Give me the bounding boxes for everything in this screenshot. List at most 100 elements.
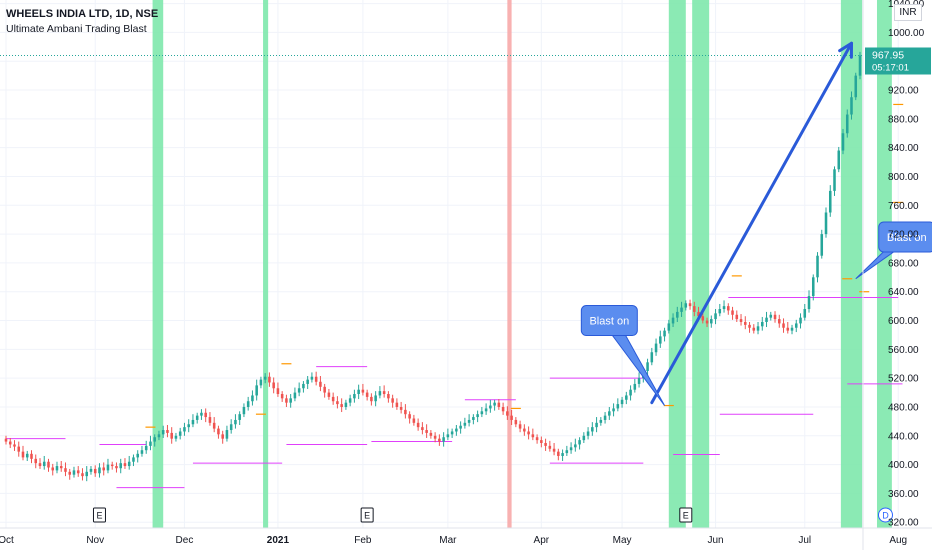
candle-body (259, 379, 263, 386)
candle-body (68, 471, 72, 475)
candle-body (429, 432, 433, 436)
candle-body (200, 412, 203, 416)
candle-body (811, 277, 815, 297)
candle-body (667, 323, 671, 331)
candle-body (391, 398, 394, 403)
candle-body (268, 376, 271, 383)
candle-body (629, 389, 632, 396)
candle-body (34, 458, 38, 464)
event-marker-earnings (679, 507, 693, 523)
candle-body (722, 306, 726, 310)
signal-band-buy (876, 0, 892, 528)
candle-body (327, 392, 331, 397)
candle-body (276, 388, 280, 395)
candle-body (395, 402, 399, 407)
candle-body (727, 306, 730, 311)
candle-body (527, 431, 530, 435)
candle-body (637, 378, 641, 384)
candle-body (361, 389, 365, 393)
candle-body (234, 419, 237, 425)
candle-body (127, 461, 131, 467)
x-tick-label: May (613, 535, 632, 546)
candle-body (144, 445, 148, 451)
candle-body (744, 321, 747, 325)
x-tick-label: Dec (176, 535, 194, 546)
x-tick-label: 2021 (267, 535, 290, 546)
candle-body (752, 327, 756, 331)
candle-body (408, 414, 411, 419)
candle-body (565, 450, 569, 454)
y-tick-label: 520.00 (888, 374, 919, 385)
candle-body (820, 234, 824, 256)
candle-body (603, 415, 607, 420)
candle-body (786, 327, 790, 331)
candle-body (38, 463, 42, 467)
candle-body (293, 392, 297, 399)
event-marker-earnings (92, 507, 106, 523)
symbol-title[interactable]: WHEELS INDIA LTD, 1D, NSE (6, 8, 159, 20)
candle-body (442, 437, 445, 442)
candle-body (306, 379, 309, 384)
signal-band-buy (263, 0, 269, 528)
candle-body (187, 424, 190, 428)
indicator-name[interactable]: Ultimate Ambani Trading Blast (6, 23, 147, 35)
candle-body (357, 389, 360, 395)
x-tick-label: Mar (439, 535, 457, 546)
candle-body (251, 395, 254, 402)
candle-body (416, 422, 420, 428)
candle-body (353, 394, 356, 399)
signal-band-sell (507, 0, 512, 528)
y-tick-label: 400.00 (888, 460, 919, 471)
candle-body (557, 451, 560, 456)
last-price-badge (865, 47, 931, 75)
candle-body (599, 419, 603, 423)
candle-body (115, 466, 118, 469)
candle-body (76, 470, 80, 474)
candle-body (710, 319, 713, 324)
event-marker-label: E (683, 511, 689, 521)
candle-body (646, 362, 649, 371)
candle-body (119, 463, 122, 469)
candle-body (340, 404, 343, 407)
event-marker-label: D (882, 511, 889, 521)
candle-body (693, 306, 696, 312)
candle-body (166, 430, 169, 433)
candle-body (659, 336, 662, 344)
candle-body (106, 464, 110, 471)
candle-body (191, 419, 195, 425)
candle-body (64, 468, 67, 472)
candle-body (569, 447, 573, 451)
callout-box (580, 305, 638, 337)
candle-body (765, 317, 768, 322)
candle-body (501, 406, 505, 412)
candle-body (285, 398, 288, 403)
candle-body (170, 432, 173, 439)
candle-body (102, 467, 105, 471)
candle-body (858, 55, 862, 76)
currency-label[interactable]: INR (894, 4, 922, 21)
y-tick-label: 760.00 (888, 201, 919, 212)
candle-body (153, 437, 156, 442)
candle-body (574, 444, 577, 448)
candle-body (828, 190, 832, 213)
candle-body (438, 438, 441, 442)
candle-body (51, 467, 55, 471)
candle-body (382, 391, 386, 395)
candle-body (578, 440, 581, 445)
candle-body (586, 431, 590, 436)
y-tick-label: 680.00 (888, 258, 919, 269)
candle-body (472, 417, 475, 420)
candle-body (195, 415, 199, 420)
candle-body (510, 415, 513, 420)
candle-body (225, 430, 229, 439)
candle-body (850, 97, 853, 115)
candle-body (123, 463, 127, 467)
candle-body (81, 473, 84, 477)
x-tick-label: Jun (707, 535, 723, 546)
candle-body (841, 133, 845, 151)
y-tick-label: 840.00 (888, 143, 919, 154)
candle-body (650, 352, 654, 363)
candle-body (204, 412, 207, 418)
